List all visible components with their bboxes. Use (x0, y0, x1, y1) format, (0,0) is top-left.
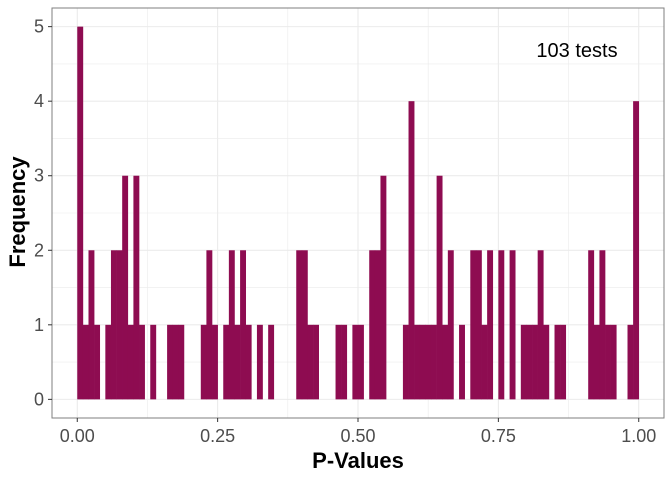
histogram-bar (307, 324, 314, 400)
histogram-bar (256, 324, 263, 400)
histogram-bar (509, 250, 516, 400)
histogram-bar (627, 324, 634, 400)
histogram-bar (82, 324, 89, 400)
histogram-bar (475, 250, 482, 400)
histogram-bar (223, 324, 230, 400)
histogram-bar (560, 324, 567, 400)
histogram-bar (532, 324, 538, 400)
histogram-bar (605, 324, 611, 400)
x-tick-label: 0.00 (60, 426, 95, 446)
histogram-bar (526, 324, 533, 400)
y-tick-label: 0 (34, 389, 44, 409)
histogram-bar (369, 250, 376, 400)
histogram-bar (335, 324, 342, 400)
histogram-bar (268, 324, 275, 400)
histogram-bar (487, 250, 494, 400)
histogram-bar (459, 324, 465, 400)
histogram-bar (212, 324, 218, 400)
histogram-bar (296, 250, 303, 400)
histogram-bar (408, 101, 415, 400)
histogram-bar (105, 324, 112, 400)
histogram-bar (374, 250, 381, 400)
y-tick-label: 2 (34, 240, 44, 260)
histogram-bar (358, 324, 364, 400)
histogram-bar (88, 250, 95, 400)
histogram-bar (352, 324, 359, 400)
histogram-bar (139, 324, 145, 400)
histogram-bar (543, 324, 550, 400)
histogram-bar (110, 250, 117, 400)
test-count-annotation: 103 tests (536, 40, 617, 62)
x-axis-ticks: 0.00 0.25 0.50 0.75 1.00 (60, 418, 656, 446)
histogram-bar (133, 175, 140, 400)
histogram-bar (301, 250, 308, 400)
histogram-bar (425, 324, 432, 400)
histogram-bar (554, 324, 561, 400)
x-tick-label: 0.50 (340, 426, 375, 446)
histogram-bar (481, 324, 488, 400)
histogram-bar (167, 324, 174, 400)
histogram-bar (116, 250, 123, 400)
histogram-bar (77, 26, 84, 400)
histogram-bar (447, 250, 454, 400)
x-tick-label: 1.00 (621, 426, 656, 446)
y-tick-label: 3 (34, 166, 44, 186)
histogram-bar (402, 324, 409, 400)
y-axis-ticks: 0 1 2 3 4 5 (34, 17, 52, 409)
histogram-bar (414, 324, 421, 400)
histogram-bar (245, 324, 252, 400)
histogram-bar (588, 250, 595, 400)
histogram-bar (470, 250, 477, 400)
histogram-bar (240, 250, 247, 400)
histogram-bar (498, 250, 505, 400)
y-axis-title: Frequency (5, 156, 30, 268)
histogram-bar (520, 324, 527, 400)
histogram-bar (94, 324, 101, 400)
y-tick-label: 4 (34, 91, 44, 111)
x-tick-label: 0.25 (200, 426, 235, 446)
histogram-bar (172, 324, 179, 400)
histogram-bar (430, 324, 437, 400)
y-tick-label: 1 (34, 315, 44, 335)
histogram-bar (593, 324, 600, 400)
histogram-bar (150, 324, 157, 400)
histogram-bar (122, 175, 129, 400)
histogram-bar (206, 250, 213, 400)
histogram-bar (380, 175, 387, 400)
histogram-bar (200, 324, 207, 400)
histogram-bar (127, 324, 134, 400)
histogram-bar (610, 324, 617, 400)
histogram-bar (313, 324, 319, 400)
histogram-bar (228, 250, 235, 400)
histogram-bar (234, 324, 241, 400)
histogram-bar (537, 250, 544, 400)
x-tick-label: 0.75 (481, 426, 516, 446)
histogram-bar (442, 324, 449, 400)
histogram-bar (633, 101, 640, 400)
histogram-bar (178, 324, 185, 400)
histogram-bars (77, 26, 640, 400)
histogram-bar (341, 324, 348, 400)
histogram-bar (419, 324, 426, 400)
y-tick-label: 5 (34, 17, 44, 37)
x-axis-title: P-Values (312, 448, 404, 473)
histogram-bar (436, 175, 443, 400)
histogram-bar (599, 250, 606, 400)
